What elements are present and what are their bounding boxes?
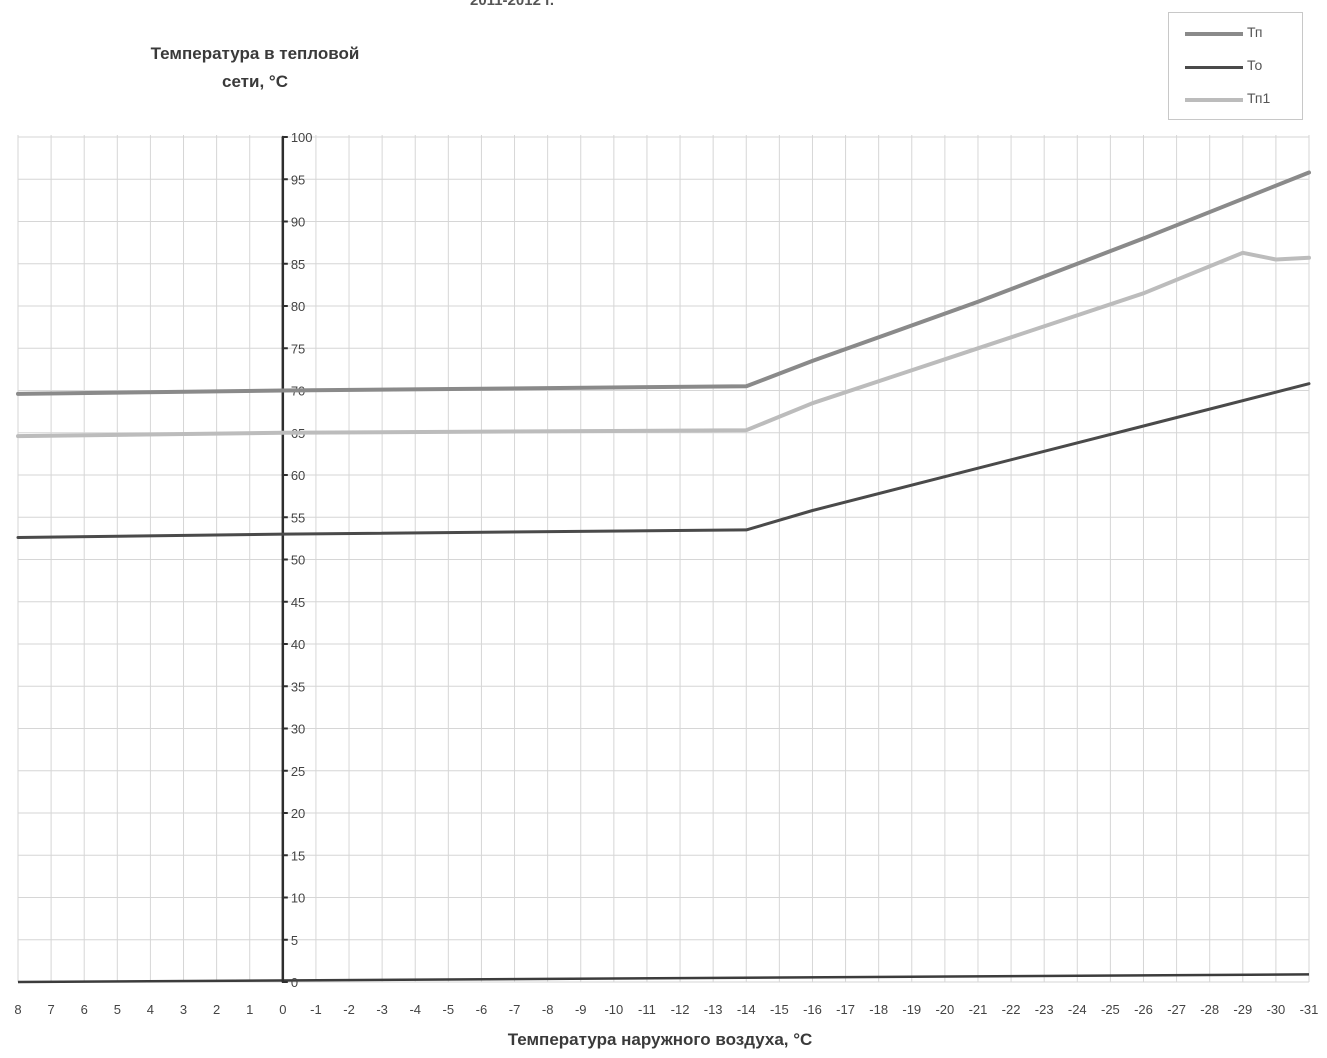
legend-swatch-to [1185, 66, 1243, 69]
x-tick-label: -22 [1002, 1002, 1021, 1017]
x-tick-label: 3 [180, 1002, 187, 1017]
y-tick-label: 35 [291, 679, 305, 694]
legend-item-to: То [1185, 56, 1300, 78]
x-tick-label: 4 [147, 1002, 154, 1017]
x-tick-label: -14 [737, 1002, 756, 1017]
x-tick-label: -3 [376, 1002, 388, 1017]
series-line-tp1 [16, 250, 1311, 439]
x-tick-label: -23 [1035, 1002, 1054, 1017]
x-tick-label: 0 [279, 1002, 286, 1017]
y-tick-label: 0 [291, 975, 298, 990]
x-tick-label: 7 [47, 1002, 54, 1017]
legend-item-tp1: Тп1 [1185, 89, 1300, 111]
x-tick-label: -9 [575, 1002, 587, 1017]
x-tick-label: -7 [509, 1002, 521, 1017]
y-tick-label: 20 [291, 806, 305, 821]
y-tick-label: 85 [291, 257, 305, 272]
x-tick-label: -17 [836, 1002, 855, 1017]
y-tick-label: 15 [291, 848, 305, 863]
x-tick-label: 2 [213, 1002, 220, 1017]
x-tick-label: -21 [969, 1002, 988, 1017]
legend-label-tp: Тп [1247, 24, 1263, 40]
x-tick-label: -19 [902, 1002, 921, 1017]
x-tick-label: -26 [1134, 1002, 1153, 1017]
y-tick-label: 25 [291, 764, 305, 779]
y-tick-label: 60 [291, 468, 305, 483]
x-axis-label: Температура наружного воздуха, °С [507, 1030, 813, 1049]
series-line-tp [16, 170, 1311, 396]
x-tick-label: -10 [604, 1002, 623, 1017]
y-tick-label: 5 [291, 933, 298, 948]
y-tick-label: 55 [291, 510, 305, 525]
legend-item-tp: Тп [1185, 23, 1300, 45]
y-tick-label: 100 [291, 130, 313, 145]
x-tick-label: -8 [542, 1002, 554, 1017]
x-tick-label: 8 [14, 1002, 21, 1017]
x-tick-label: -28 [1200, 1002, 1219, 1017]
y-tick-label: 45 [291, 595, 305, 610]
x-tick-label: 5 [114, 1002, 121, 1017]
y-tick-label: 10 [291, 891, 305, 906]
y-tick-label: 50 [291, 553, 305, 568]
y-tick-label: 80 [291, 299, 305, 314]
x-tick-label: -20 [935, 1002, 954, 1017]
x-tick-label: -27 [1167, 1002, 1186, 1017]
y-axis-label-line1: Температура в тепловой [150, 44, 360, 63]
series-line-to [16, 382, 1311, 539]
y-axis-label: Температура в тепловой сети, °С [130, 40, 380, 96]
legend-label-to: То [1247, 57, 1263, 73]
x-tick-label: -5 [443, 1002, 455, 1017]
x-tick-label: -15 [770, 1002, 789, 1017]
x-tick-label: -6 [476, 1002, 488, 1017]
legend: Тп То Тп1 [1168, 12, 1303, 120]
x-tick-label: -31 [1300, 1002, 1319, 1017]
x-tick-label: -30 [1266, 1002, 1285, 1017]
x-axis-line [17, 973, 1310, 984]
x-tick-label: 1 [246, 1002, 253, 1017]
y-tick-label: 75 [291, 341, 305, 356]
x-tick-label: -12 [671, 1002, 690, 1017]
x-tick-label: -29 [1233, 1002, 1252, 1017]
y-tick-label: 90 [291, 215, 305, 230]
y-axis-label-line2: сети, °С [222, 72, 288, 91]
x-tick-label: 6 [81, 1002, 88, 1017]
x-tick-label: -2 [343, 1002, 355, 1017]
x-tick-label: -1 [310, 1002, 322, 1017]
legend-swatch-tp [1185, 32, 1243, 36]
x-tick-label: -24 [1068, 1002, 1087, 1017]
y-tick-label: 95 [291, 172, 305, 187]
x-tick-label: -18 [869, 1002, 888, 1017]
chart-title-fragment: 2011-2012 г. [470, 0, 554, 9]
y-tick-label: 30 [291, 722, 305, 737]
x-tick-label: -4 [409, 1002, 421, 1017]
x-tick-label: -11 [638, 1002, 656, 1017]
legend-label-tp1: Тп1 [1247, 90, 1271, 106]
x-tick-label: -16 [803, 1002, 822, 1017]
legend-swatch-tp1 [1185, 98, 1243, 102]
y-tick-label: 40 [291, 637, 305, 652]
x-tick-label: -13 [704, 1002, 723, 1017]
x-tick-label: -25 [1101, 1002, 1120, 1017]
